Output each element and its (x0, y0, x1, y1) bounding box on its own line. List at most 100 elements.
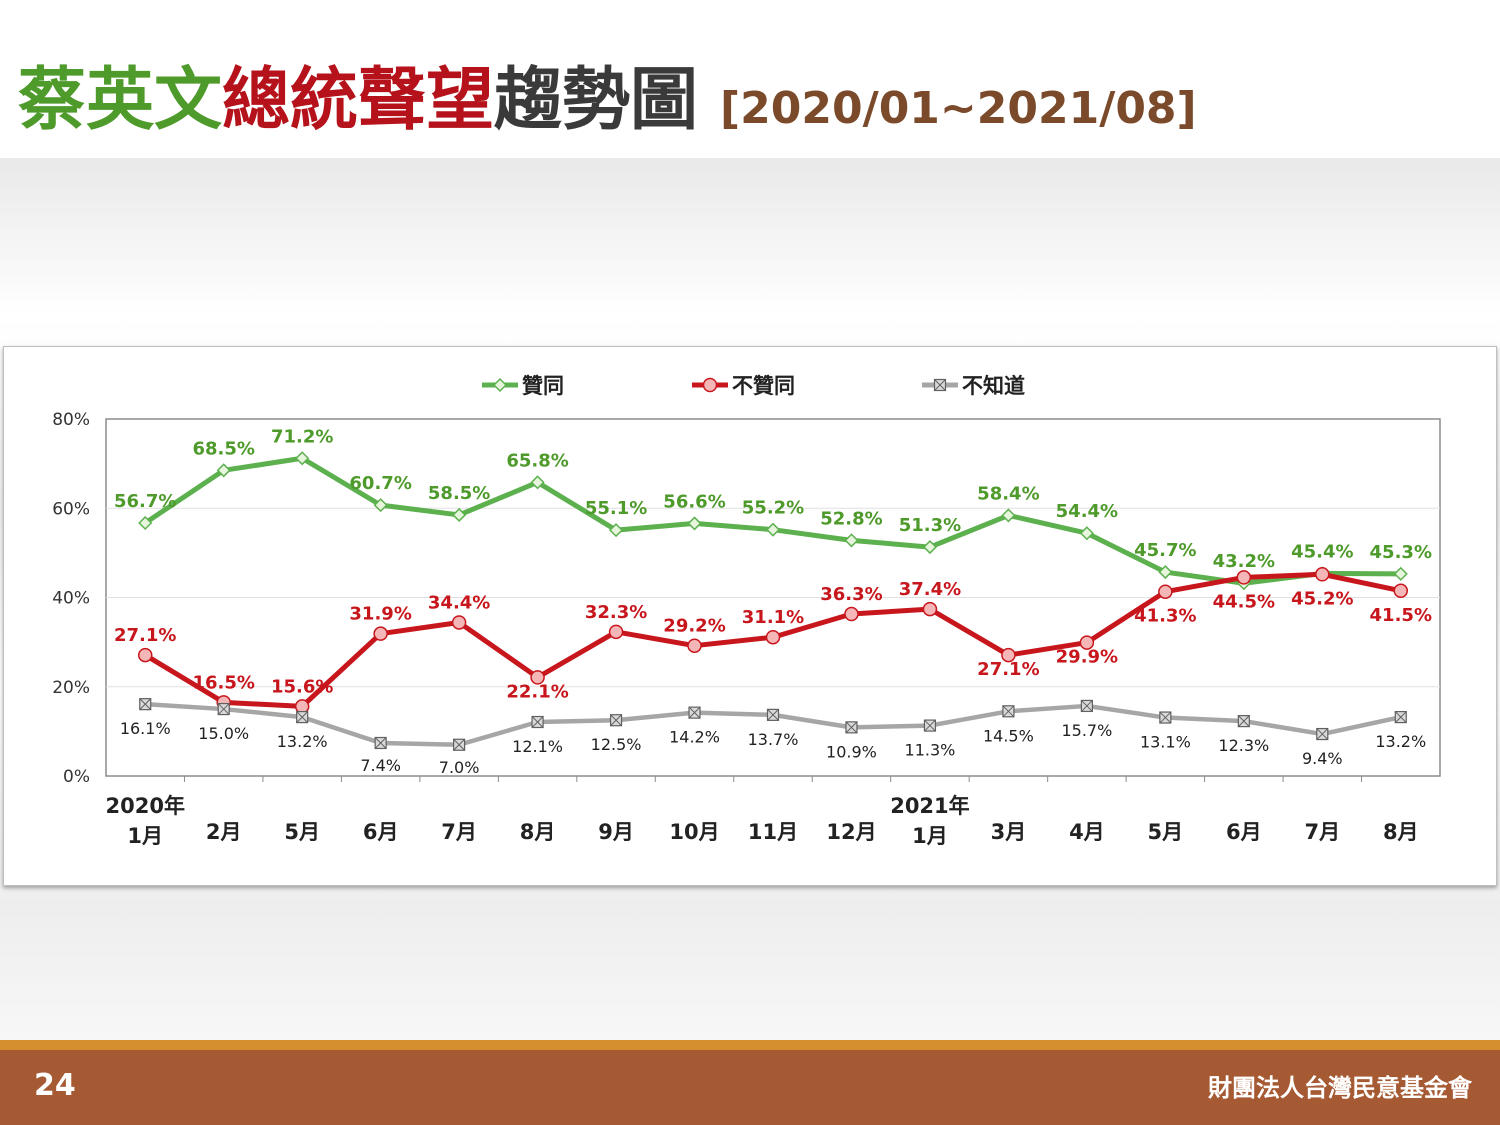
data-point (216, 463, 231, 478)
legend-marker-x (934, 379, 946, 391)
x-tick-label: 8月 (1383, 820, 1419, 844)
data-label: 44.5% (1213, 591, 1275, 612)
data-point-x (1316, 728, 1329, 740)
data-point (1158, 565, 1173, 580)
data-label: 13.1% (1140, 733, 1191, 752)
x-tick-label: 7月 (1304, 820, 1340, 844)
data-point (608, 624, 624, 640)
legend-label: 不知道 (962, 374, 1025, 398)
data-label: 29.9% (1056, 647, 1118, 668)
data-point (137, 647, 153, 663)
data-point (138, 515, 153, 531)
data-point (1393, 583, 1409, 599)
data-label: 55.1% (585, 498, 647, 519)
data-point-x (610, 714, 622, 727)
x-tick-label: 4月 (1069, 820, 1105, 844)
x-tick-label: 5月 (1148, 820, 1184, 844)
data-label: 60.7% (349, 473, 411, 494)
data-point-x (1159, 711, 1172, 724)
title-part-3: 趨勢圖 (494, 61, 699, 140)
data-label: 58.4% (977, 483, 1039, 504)
data-label: 56.6% (663, 491, 725, 512)
data-point-x (1002, 705, 1015, 718)
data-point (452, 507, 467, 523)
data-label: 45.4% (1291, 541, 1353, 562)
data-label: 11.3% (905, 741, 956, 760)
data-label: 27.1% (977, 659, 1039, 680)
data-point (294, 699, 310, 714)
x-tick-label: 1月 (912, 824, 948, 848)
data-point-x (1394, 711, 1407, 723)
data-label: 12.5% (591, 735, 642, 754)
data-label: 45.7% (1134, 540, 1196, 561)
legend-marker (702, 377, 718, 393)
data-point-x (1237, 715, 1250, 727)
x-tick-label: 6月 (1226, 820, 1262, 844)
title-part-1: 蔡英文 (18, 61, 223, 140)
data-label: 41.5% (1370, 605, 1432, 626)
data-point-x (688, 706, 701, 719)
title-part-2: 總統聲望 (222, 61, 495, 140)
data-label: 45.2% (1291, 588, 1353, 609)
data-point (451, 615, 467, 630)
data-point (1236, 570, 1252, 585)
data-point (1315, 567, 1330, 582)
data-point (1393, 566, 1408, 581)
x-tick-label: 11月 (748, 820, 798, 844)
data-point (373, 498, 388, 513)
data-label: 27.1% (114, 625, 176, 646)
x-tick-label: 9月 (598, 820, 634, 844)
page-number: 24 (34, 1068, 76, 1103)
data-point (765, 629, 781, 645)
data-label: 43.2% (1213, 551, 1275, 572)
x-tick-label: 7月 (441, 820, 477, 844)
data-label: 7.4% (360, 756, 401, 775)
data-label: 13.2% (1375, 732, 1426, 751)
data-point (373, 626, 388, 641)
data-label: 65.8% (506, 450, 568, 471)
data-point (1001, 508, 1016, 523)
data-label: 14.5% (983, 726, 1034, 745)
data-label: 71.2% (271, 426, 333, 447)
page-title: 蔡英文 總統聲望 趨勢圖 [2020/01~2021/08] (18, 44, 1197, 140)
data-label: 31.1% (742, 607, 804, 628)
x-tick-label: 12月 (826, 820, 876, 844)
data-point-x (767, 709, 779, 721)
data-point-x (845, 721, 858, 734)
data-label: 45.3% (1370, 542, 1432, 563)
data-point (922, 601, 938, 617)
data-point (687, 638, 702, 653)
data-point (608, 523, 624, 538)
x-tick-label: 2月 (206, 820, 242, 844)
data-point (530, 670, 545, 685)
x-tick-label-year: 2021年 (890, 794, 969, 818)
data-label: 15.0% (198, 724, 249, 743)
data-point-x (453, 738, 465, 751)
data-label: 16.1% (120, 719, 171, 738)
x-tick-label: 6月 (363, 820, 399, 844)
x-tick-label-year: 2020年 (106, 794, 185, 818)
legend-label: 贊同 (522, 374, 564, 398)
data-label: 68.5% (192, 438, 254, 459)
data-point (530, 475, 545, 490)
data-label: 13.2% (277, 732, 328, 751)
y-tick-label: 60% (52, 499, 90, 519)
data-label: 16.5% (192, 672, 254, 693)
data-label: 7.0% (439, 758, 480, 777)
data-label: 10.9% (826, 742, 877, 761)
legend-label: 不贊同 (732, 374, 795, 398)
data-label: 54.4% (1056, 501, 1118, 522)
data-point (1079, 526, 1094, 541)
data-point (295, 451, 310, 466)
footer-bar (0, 1040, 1500, 1125)
data-label: 15.7% (1061, 721, 1112, 740)
data-label: 36.3% (820, 584, 882, 605)
data-point-x (374, 737, 387, 749)
y-tick-label: 0% (63, 767, 90, 787)
data-point (687, 516, 702, 531)
data-label: 34.4% (428, 592, 490, 613)
data-label: 56.7% (114, 491, 176, 512)
data-label: 13.7% (748, 730, 799, 749)
x-tick-label: 10月 (669, 820, 719, 844)
data-label: 37.4% (899, 579, 961, 600)
